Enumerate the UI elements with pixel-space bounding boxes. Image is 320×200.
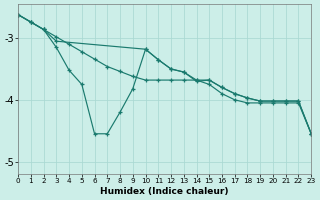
X-axis label: Humidex (Indice chaleur): Humidex (Indice chaleur): [100, 187, 229, 196]
